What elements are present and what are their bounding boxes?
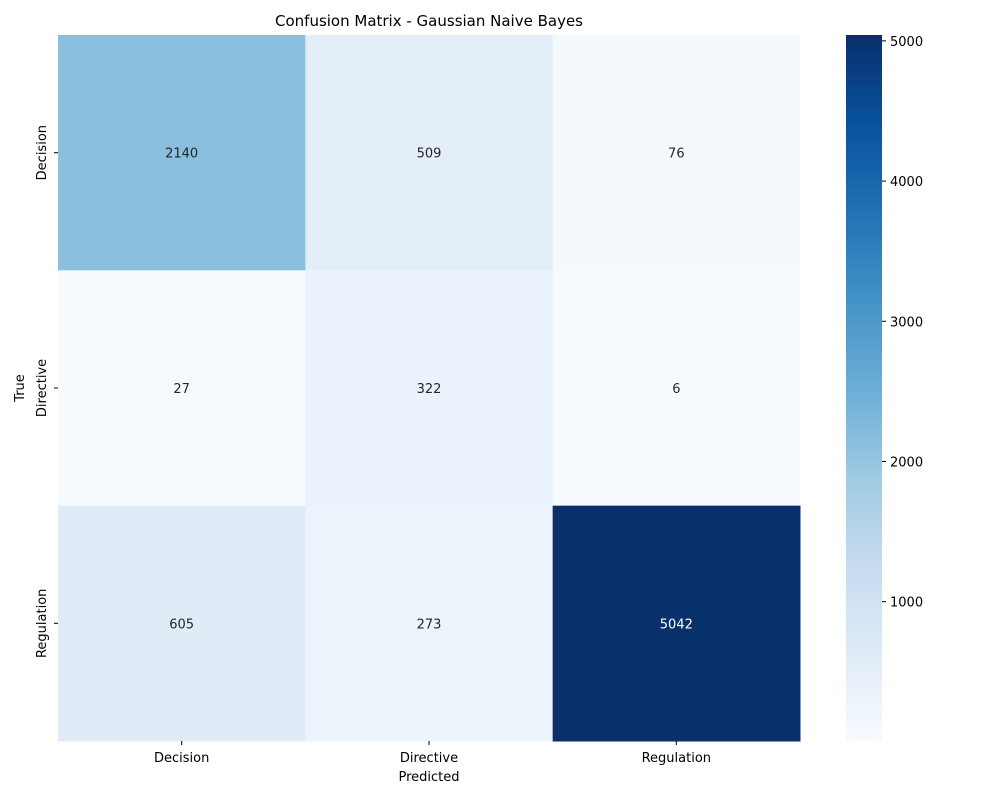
colorbar-ticks: 1000 2000 3000 4000 5000 (882, 35, 923, 611)
y-axis-ticks: Decision Directive Regulation (35, 125, 58, 658)
cell-value-label: 6 (672, 382, 680, 397)
x-axis-label: Predicted (398, 770, 459, 785)
colorbar-tick-label: 1000 (890, 596, 923, 611)
heatmap-cell (305, 270, 554, 507)
colorbar-tick-label: 5000 (890, 35, 923, 50)
cell-value-label: 76 (668, 147, 685, 162)
heatmap-cell (552, 505, 801, 742)
cell-value-label: 509 (417, 147, 442, 162)
chart-title: Confusion Matrix - Gaussian Naive Bayes (275, 12, 583, 30)
colorbar-tick-label: 4000 (890, 175, 923, 190)
heatmap-cell (58, 35, 306, 271)
cell-value-label: 322 (417, 382, 442, 397)
y-tick-label: Regulation (35, 589, 50, 658)
heatmap-cell (58, 270, 306, 507)
heatmap-cell (305, 505, 554, 742)
cell-value-label: 605 (169, 617, 194, 632)
heatmap-cell (58, 505, 306, 742)
x-tick-label: Directive (400, 751, 458, 766)
x-tick-label: Decision (154, 751, 209, 766)
colorbar (846, 35, 882, 741)
heatmap-cell (305, 35, 554, 271)
colorbar-tick-label: 3000 (890, 315, 923, 330)
x-axis-ticks: Decision Directive Regulation (154, 741, 711, 766)
heatmap-cell (552, 270, 801, 507)
cell-value-label: 27 (173, 382, 190, 397)
cell-value-label: 273 (417, 617, 442, 632)
colorbar-tick-label: 2000 (890, 455, 923, 470)
heatmap-cell (552, 35, 801, 271)
heatmap-cells (58, 35, 801, 742)
cell-annotations: 2140 509 76 27 322 6 605 273 5042 (165, 147, 693, 633)
y-tick-label: Decision (35, 125, 50, 180)
cell-value-label: 5042 (660, 617, 693, 632)
y-axis-label: True (13, 374, 28, 403)
y-tick-label: Directive (35, 359, 50, 417)
cell-value-label: 2140 (165, 147, 198, 162)
x-tick-label: Regulation (642, 751, 711, 766)
